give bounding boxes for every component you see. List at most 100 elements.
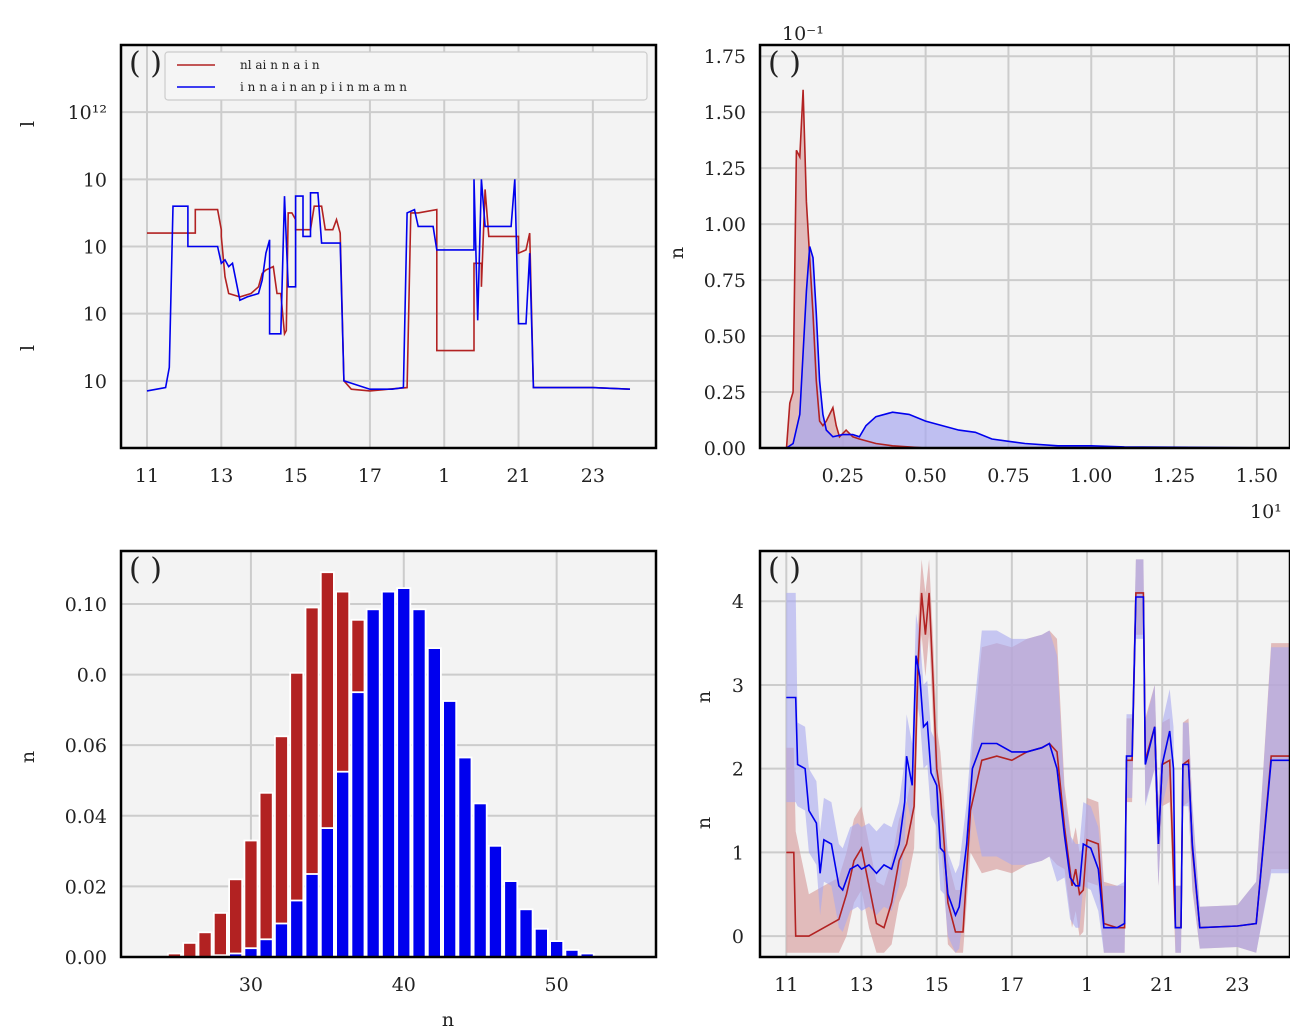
- x-tick-label: 17: [358, 465, 382, 487]
- x-tick-label: 0.75: [987, 465, 1029, 487]
- y-scale-label: 10⁻¹: [782, 23, 824, 45]
- y-tick-label: 0.10: [65, 594, 107, 616]
- panel-label: ( ): [129, 46, 162, 81]
- y-tick-label: 10¹²: [68, 102, 107, 124]
- y-tick-label: 0.00: [65, 947, 107, 969]
- x-tick-label: 0.25: [822, 465, 864, 487]
- y-tick-label: 2: [732, 759, 744, 781]
- bar-blue: [273, 922, 289, 958]
- bar-blue: [304, 873, 320, 958]
- y-tick-label: 0.00: [704, 438, 746, 460]
- x-tick-label: 15: [925, 974, 949, 996]
- legend-entry: nl ai n n a i n: [240, 58, 320, 72]
- y-tick-label: 0.75: [704, 270, 746, 292]
- x-tick-label: 23: [1225, 974, 1249, 996]
- x-tick-label: 1.00: [1070, 465, 1112, 487]
- y-axis-label: n: [693, 817, 715, 829]
- series-line-blue: [786, 246, 1290, 449]
- bar-red: [243, 839, 259, 958]
- bar-red: [258, 791, 274, 958]
- x-tick-label: 21: [506, 465, 530, 487]
- plot-frame: [119, 549, 658, 959]
- bar-blue: [258, 938, 274, 958]
- bar-blue: [442, 700, 458, 958]
- bar-blue: [289, 899, 305, 958]
- y-tick-label: 0.06: [65, 735, 107, 757]
- bar-blue: [396, 587, 412, 958]
- y-axis-label: l: [17, 345, 39, 351]
- y-tick-label: 1.00: [704, 214, 746, 236]
- x-tick-label: 0.50: [904, 465, 946, 487]
- bar-blue: [472, 802, 488, 958]
- bar-blue: [457, 756, 473, 958]
- x-tick-label: 11: [135, 465, 159, 487]
- bar-blue: [426, 647, 442, 958]
- legend: nl ai n n a i n i n n a i n an p i i n m …: [164, 51, 648, 101]
- y-axis-label: l: [17, 121, 39, 127]
- x-tick-label: 50: [545, 974, 569, 996]
- y-tick-label: 0.0: [77, 665, 107, 687]
- x-tick-label: 15: [284, 465, 308, 487]
- y-tick-label: 0.50: [704, 326, 746, 348]
- x-tick-label: 1: [438, 465, 450, 487]
- panel-label: ( ): [768, 46, 801, 81]
- x-tick-label: 40: [392, 974, 416, 996]
- x-tick-label: 1.50: [1236, 465, 1278, 487]
- panel-a: nl ai n n a i n i n n a i n an p i i n m …: [17, 43, 658, 487]
- x-tick-label: 11: [774, 974, 798, 996]
- plot-frame: [758, 43, 1290, 450]
- x-tick-label: 21: [1150, 974, 1174, 996]
- band-blue: [786, 559, 1290, 953]
- y-axis-label: n: [666, 247, 688, 259]
- y-tick-label: 1: [732, 842, 744, 864]
- bar-blue: [549, 940, 565, 958]
- panel-label: ( ): [129, 552, 162, 587]
- plot-area: [760, 45, 1290, 448]
- x-tick-label: 1.25: [1153, 465, 1195, 487]
- x-tick-label: 23: [581, 465, 605, 487]
- series-line-blue: [786, 596, 1290, 929]
- y-axis-label: n: [17, 751, 39, 763]
- y-tick-label: 4: [732, 591, 744, 613]
- bar-blue: [487, 844, 503, 958]
- x-tick-label: 17: [1000, 974, 1024, 996]
- panel-b: 0.25 0.50 0.75 1.00 1.25 1.50 0.00 0.25 0.50 0.75…: [666, 23, 1290, 523]
- bar-blue: [243, 947, 259, 958]
- bar-blue: [335, 770, 351, 958]
- bar-red: [197, 931, 213, 958]
- plot-frame: [119, 43, 658, 450]
- bar-blue: [518, 908, 534, 958]
- legend-entry: i n n a i n an p i i n m a m n: [240, 80, 407, 94]
- bar-blue: [533, 927, 549, 958]
- x-tick-label: 13: [849, 974, 873, 996]
- bar-blue: [319, 827, 335, 958]
- y-tick-label: 1.25: [704, 158, 746, 180]
- bar-blue: [350, 691, 366, 958]
- x-tick-label: 1: [1081, 974, 1093, 996]
- y-tick-label: 10: [83, 237, 107, 259]
- bar-red: [228, 878, 244, 958]
- x-scale-label: 10¹: [1250, 501, 1282, 523]
- bar-blue: [365, 608, 381, 958]
- y-tick-label: 1.75: [704, 46, 746, 68]
- y-tick-label: 0.25: [704, 382, 746, 404]
- series-line-red: [147, 189, 631, 392]
- y-tick-label: 10: [83, 169, 107, 191]
- panel-c: 30 40 50 0.00 0.02 0.04 0.06 0.0 0.10 n n ( ): [17, 549, 658, 1029]
- x-axis-label: n: [442, 1009, 454, 1029]
- panel-label: ( ): [768, 552, 801, 587]
- y-tick-label: 3: [732, 675, 744, 697]
- bar-blue: [411, 608, 427, 958]
- x-tick-label: 30: [239, 974, 263, 996]
- y-tick-label: 1.50: [704, 102, 746, 124]
- y-tick-label: 0.02: [65, 876, 107, 898]
- plot-frame: [758, 549, 1290, 959]
- y-tick-label: 0: [732, 926, 744, 948]
- y-tick-label: 0.04: [65, 806, 107, 828]
- y-tick-label: 10: [83, 371, 107, 393]
- bar-red: [212, 912, 228, 958]
- x-tick-label: 13: [209, 465, 233, 487]
- bar-red: [182, 942, 198, 958]
